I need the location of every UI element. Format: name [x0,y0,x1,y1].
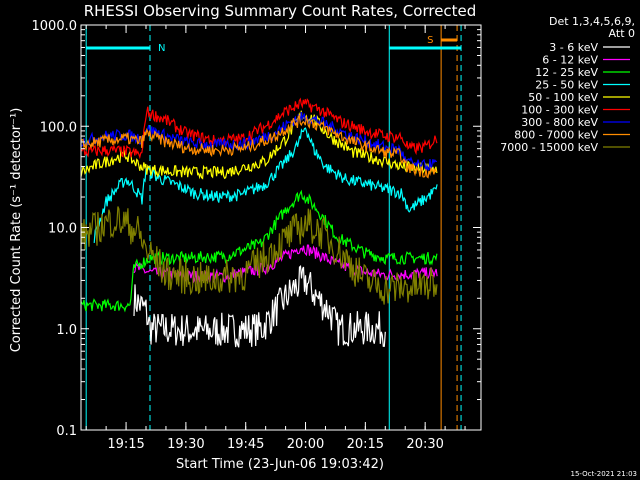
legend-header-line-2: Att 0 [609,27,635,40]
legend-label-8: 7000 - 15000 keV [500,141,598,154]
y-tick-label-1: 1.0 [56,323,77,338]
axes-group: 0.1 1.0 10.0 100.0 1000.0 19:15 19:30 19:45 20:0… [32,19,482,452]
y-tick-label-4: 1000.0 [32,19,78,34]
series-line-0 [133,265,386,348]
series-line-5 [80,97,438,160]
annotation-s: S [427,35,433,46]
x-tick-label-4: 20:15 [347,437,384,452]
series-line-3 [93,127,438,243]
x-tick-label-0: 19:15 [107,437,144,452]
annotation-n: N [158,43,165,54]
x-tick-label-5: 20:30 [406,437,443,452]
legend-label-1: 6 - 12 keV [542,54,598,67]
series-line-8 [80,206,438,305]
y-tick-label-0: 0.1 [56,424,77,439]
y-tick-label-2: 10.0 [48,222,77,237]
x-tick-label-1: 19:30 [167,437,204,452]
series-line-2 [80,189,438,313]
legend-label-2: 12 - 25 keV [535,66,598,79]
y-axis-label: Corrected Count Rate (s⁻¹ detector⁻¹) [9,108,24,353]
legend-label-6: 300 - 800 keV [521,116,598,129]
series-group [80,97,438,348]
legend-label-3: 25 - 50 keV [535,79,598,92]
timestamp: 15-Oct-2021 21:03 [571,470,637,478]
legend-label-0: 3 - 6 keV [549,41,598,54]
x-tick-label-2: 19:45 [227,437,264,452]
legend-label-5: 100 - 300 keV [521,104,598,117]
series-line-6 [80,111,438,172]
x-axis-label: Start Time (23-Jun-06 19:03:42) [176,457,384,472]
legend-header-line-1: Det 1,3,4,5,6,9, [549,15,635,28]
y-tick-label-3: 100.0 [40,120,77,135]
legend-label-4: 50 - 100 keV [528,91,598,104]
legend-label-7: 800 - 7000 keV [514,129,598,142]
series-line-4 [80,110,438,180]
chart-title: RHESSI Observing Summary Count Rates, Co… [84,2,477,20]
series-line-7 [80,114,438,179]
x-tick-label-3: 20:00 [287,437,324,452]
